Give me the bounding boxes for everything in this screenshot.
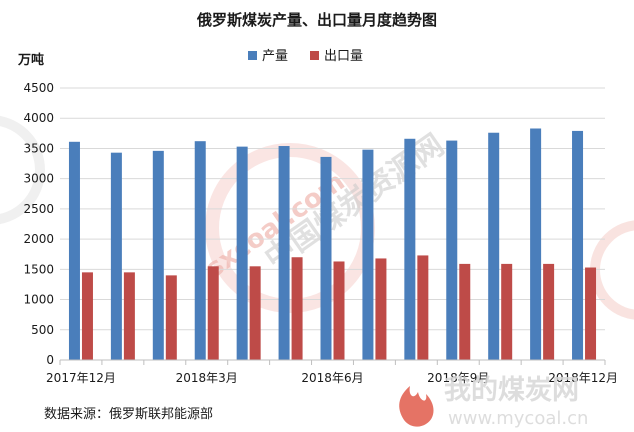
bar-export [207,266,219,360]
y-tick-label: 1000 [23,293,54,307]
legend-swatch-production [248,51,257,60]
x-tick-label: 2018年3月 [176,371,238,385]
y-tick-label: 500 [31,323,54,337]
bar-production [320,156,332,360]
bar-export [249,266,261,360]
bars [68,128,597,360]
flame-icon [399,386,434,427]
bar-export [375,258,387,360]
bar-export [291,257,303,360]
bar-export [123,272,135,360]
y-tick-label: 2500 [23,202,54,216]
bar-export [333,261,345,360]
bar-production [404,138,416,360]
y-tick-label: 3000 [23,172,54,186]
bar-export [585,267,597,360]
legend-swatch-export [310,51,319,60]
data-source: 数据来源：俄罗斯联邦能源部 [44,407,213,422]
bar-export [543,263,555,360]
y-tick-label: 0 [46,353,54,367]
x-axis-ticks: 2017年12月 2018年3月 2018年6月 2018年9月 2018年12月 [46,360,618,385]
bar-production [488,132,500,360]
y-tick-label: 3500 [23,141,54,155]
bar-production [68,141,80,360]
x-tick-label: 2018年9月 [427,371,489,385]
x-tick-label: 2017年12月 [46,371,116,385]
legend-label-production: 产量 [262,49,288,64]
watermark-seal-left-icon [0,115,45,225]
legend-label-export: 出口量 [324,49,363,64]
y-axis-ticks: 0 500 1000 1500 2000 2500 3000 3500 4000 4500 [23,81,54,367]
bar-export [501,263,513,360]
y-tick-label: 4000 [23,111,54,125]
bar-export [165,275,177,360]
y-tick-label: 1500 [23,262,54,276]
bar-export [81,272,93,360]
y-tick-label: 4500 [23,81,54,95]
bar-production [152,150,164,360]
x-tick-label: 2018年12月 [548,371,618,385]
bar-production [572,130,584,360]
watermark-logo-name: 我的煤炭网 [444,374,579,406]
bar-production [362,149,374,360]
bar-production [446,140,458,360]
bar-production [530,128,542,360]
bar-production [236,146,248,360]
bar-export [459,263,471,360]
bar-production [194,141,206,360]
y-axis-unit: 万吨 [17,52,44,68]
watermark-logo: 我的煤炭网 www.mycoal.cn [399,374,588,429]
legend: 产量 出口量 [248,49,363,64]
bar-production [278,146,290,360]
bar-production [110,152,122,360]
x-tick-label: 2018年6月 [301,371,363,385]
gridlines [60,87,605,331]
watermark-seal-right-icon [590,220,634,320]
bar-export [417,255,429,360]
chart-title: 俄罗斯煤炭产量、出口量月度趋势图 [196,11,437,29]
watermark-logo-url: www.mycoal.cn [448,408,588,429]
y-tick-label: 2000 [23,232,54,246]
